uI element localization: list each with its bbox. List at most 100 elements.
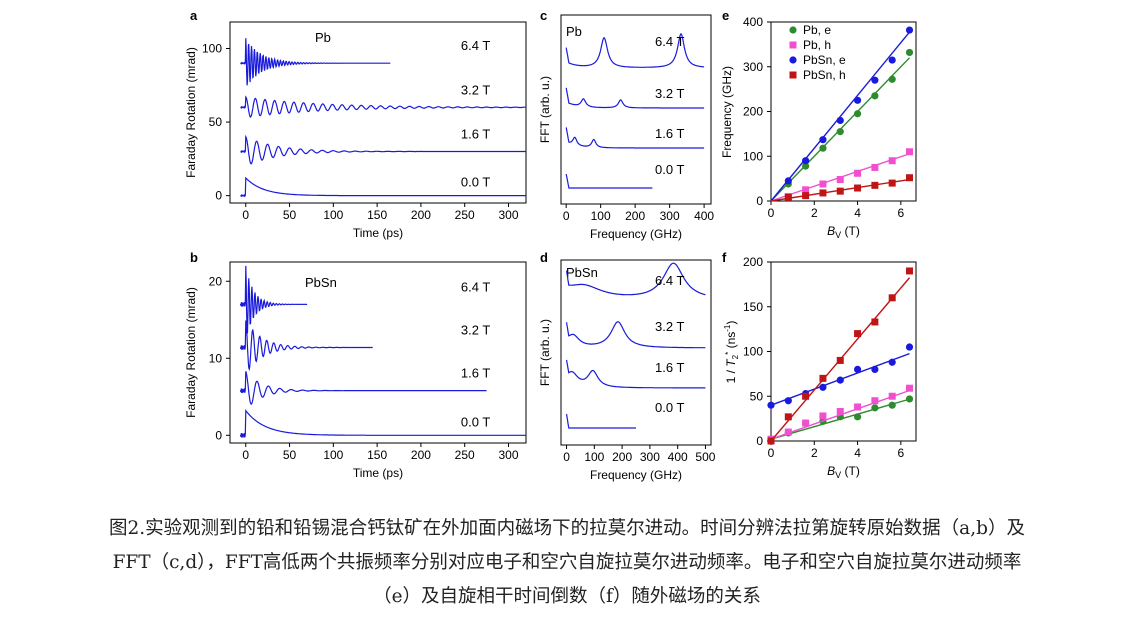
c-xlabel: Frequency (GHz): [590, 227, 682, 241]
e-ylabel: Frequency (GHz): [720, 66, 734, 158]
f-data-point: [905, 343, 914, 351]
b-xtick-label: 150: [367, 448, 387, 462]
e-data-point: [871, 181, 879, 189]
e-data-point: [836, 116, 844, 125]
d-xtick-label: 400: [668, 450, 688, 464]
d-spectrum-32T: [566, 321, 706, 349]
f-data-point: [888, 401, 896, 409]
e-data-point: [784, 193, 792, 201]
e-legend-marker: [789, 41, 797, 49]
c-series-label: 1.6 T: [655, 126, 684, 141]
d-xtick-label: 500: [695, 450, 715, 464]
e-data-point: [854, 184, 862, 192]
f-data-point: [802, 392, 810, 400]
f-data-point: [871, 365, 879, 373]
f-data-point: [888, 392, 896, 400]
e-xtick-label: 2: [811, 206, 818, 220]
b-ytick-label: 10: [209, 351, 223, 365]
d-series-label: 1.6 T: [655, 360, 684, 375]
f-xtick-label: 6: [898, 446, 905, 460]
a-xtick-label: 50: [283, 208, 297, 222]
f-data-point: [784, 397, 792, 405]
f-ytick-label: 50: [750, 389, 764, 403]
f-ytick-label: 100: [743, 345, 763, 359]
f-data-point: [784, 428, 792, 436]
b-trace-16T: [239, 371, 487, 405]
e-data-point: [819, 180, 827, 188]
panel-d: d PbSn 0 100 200 300 400 500 Frequency (GHz) FF…: [538, 250, 716, 482]
c-spectrum-16T: [565, 127, 705, 149]
b-plot-frame: [229, 261, 527, 444]
panel-c-sample: Pb: [566, 24, 582, 39]
b-xtick-label: 100: [323, 448, 343, 462]
e-data-point: [802, 162, 810, 170]
e-data-point: [819, 136, 827, 144]
e-data-point: [905, 26, 914, 34]
panel-b-sample: PbSn: [305, 275, 337, 290]
a-ylabel: Faraday Rotation (mrad): [184, 47, 198, 178]
d-series-label: 6.4 T: [655, 273, 684, 288]
d-spectrum-64T: [566, 262, 706, 296]
e-xtick-label: 6: [898, 206, 905, 220]
f-data-point: [819, 383, 827, 391]
b-series-label: 0.0 T: [461, 414, 490, 429]
e-data-point: [888, 75, 896, 83]
f-data-point: [871, 397, 879, 405]
e-data-point: [905, 48, 914, 57]
a-xlabel: Time (ps): [353, 226, 403, 240]
f-data-point: [871, 318, 879, 326]
e-data-point: [854, 169, 862, 177]
e-data-point: [853, 110, 862, 118]
f-data-point: [802, 419, 810, 427]
c-spectrum-32T: [565, 87, 705, 109]
a-xtick-label: 200: [411, 208, 431, 222]
b-xtick-label: 0: [242, 448, 249, 462]
a-trace-64T: [240, 38, 391, 86]
panel-letter-a: a: [190, 8, 198, 23]
f-data-point: [784, 413, 792, 421]
a-series-label: 6.4 T: [461, 38, 490, 53]
e-data-point: [888, 56, 896, 64]
f-data-point: [854, 330, 862, 338]
panel-a: a Pb 0 50 100 150 200 250 300 0 50 100 Time (ps) Fa…: [184, 8, 527, 240]
e-data-point: [853, 96, 862, 104]
panel-c: c Pb 0 100 200 300 400 Frequency (GHz) FFT (ar…: [538, 8, 714, 241]
d-xtick-label: 300: [640, 450, 660, 464]
f-data-point: [853, 365, 862, 373]
e-ytick-label: 0: [756, 194, 763, 208]
f-xtick-label: 0: [768, 446, 775, 460]
f-data-point: [888, 294, 896, 302]
panel-letter-f: f: [722, 250, 727, 265]
b-ylabel: Faraday Rotation (mrad): [184, 287, 198, 418]
e-legend-label: PbSn, h: [803, 68, 846, 82]
a-series-label: 0.0 T: [461, 175, 490, 190]
c-series-label: 6.4 T: [655, 34, 684, 49]
e-data-point: [819, 144, 827, 152]
b-series-label: 6.4 T: [461, 279, 490, 294]
b-xlabel: Time (ps): [353, 466, 403, 480]
a-xtick-label: 250: [455, 208, 475, 222]
f-data-point: [819, 374, 827, 382]
b-xtick-label: 200: [411, 448, 431, 462]
e-xtick-label: 4: [854, 206, 861, 220]
f-data-point: [888, 358, 896, 366]
panel-a-sample: Pb: [315, 30, 331, 45]
f-data-point: [871, 404, 879, 412]
b-xtick-label: 300: [498, 448, 518, 462]
e-data-point: [819, 189, 827, 197]
d-xtick-label: 200: [612, 450, 632, 464]
e-data-point: [802, 186, 810, 194]
e-data-point: [871, 76, 879, 84]
f-ytick-label: 0: [756, 434, 763, 448]
d-ylabel: FFT (arb. u.): [538, 319, 552, 386]
a-ytick-label: 100: [202, 41, 222, 55]
a-xtick-label: 100: [323, 208, 343, 222]
e-data-point: [802, 157, 810, 165]
c-xtick-label: 400: [694, 209, 714, 223]
caption-line-3: （e）及自旋相干时间倒数（f）随外磁场的关系: [373, 586, 761, 607]
e-data-point: [906, 148, 914, 156]
f-data-point: [853, 413, 862, 421]
e-ytick-label: 300: [743, 60, 763, 74]
f-ytick-label: 200: [743, 255, 763, 269]
f-data-point: [836, 407, 844, 415]
